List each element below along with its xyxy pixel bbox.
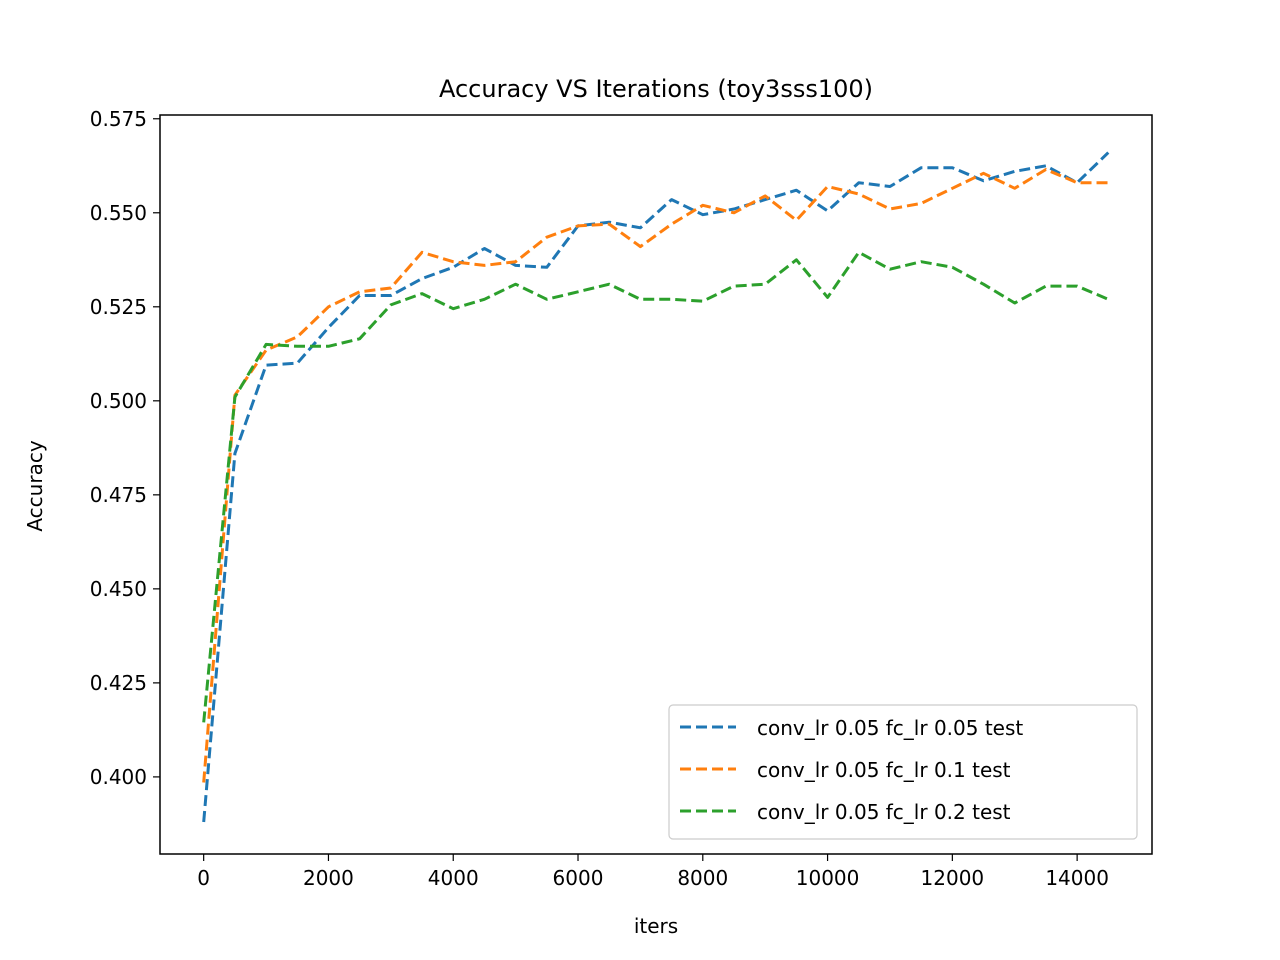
series-lines [202, 151, 1110, 823]
plot-area: 0 2000 4000 6000 8000 10000 12000 14000 0.4000.… [90, 107, 1153, 890]
y-tick-label: 0.450 [90, 577, 147, 601]
y-tick-label: 0.525 [90, 295, 147, 319]
x-axis: 0 2000 4000 6000 8000 10000 12000 14000 [197, 854, 1109, 890]
x-tick-label: 2000 [303, 866, 354, 890]
legend: conv_lr 0.05 fc_lr 0.05 test conv_lr 0.05… [668, 704, 1138, 840]
x-tick-label: 14000 [1045, 866, 1109, 890]
series-line-1 [202, 151, 1110, 823]
y-tick-label: 0.425 [90, 671, 147, 695]
series-line-2 [202, 168, 1109, 783]
x-tick-label: 12000 [921, 866, 985, 890]
y-tick-label: 0.475 [90, 483, 147, 507]
legend-label-1: conv_lr 0.05 fc_lr 0.05 test [757, 716, 1023, 740]
y-tick-label: 0.400 [90, 765, 147, 789]
x-tick-label: 6000 [553, 866, 604, 890]
x-tick-label: 10000 [796, 866, 860, 890]
legend-label-3: conv_lr 0.05 fc_lr 0.2 test [757, 800, 1011, 824]
legend-box [668, 704, 1138, 840]
x-tick-label: 8000 [677, 866, 728, 890]
y-tick-label: 0.575 [90, 107, 147, 131]
y-tick-label: 0.500 [90, 389, 147, 413]
y-tick-label: 0.550 [90, 201, 147, 225]
x-tick-label: 4000 [428, 866, 479, 890]
legend-label-2: conv_lr 0.05 fc_lr 0.1 test [757, 758, 1011, 782]
x-tick-label: 0 [197, 866, 210, 890]
y-axis-title: Accuracy [23, 440, 47, 531]
chart-title: Accuracy VS Iterations (toy3sss100) [439, 75, 873, 103]
y-axis: 0.400 0.425 0.450 0.475 0.500 0.525 0.550 0.575 [90, 107, 160, 789]
plot-frame [159, 114, 1153, 855]
series-line-3 [202, 250, 1109, 723]
x-axis-title: iters [634, 914, 678, 938]
